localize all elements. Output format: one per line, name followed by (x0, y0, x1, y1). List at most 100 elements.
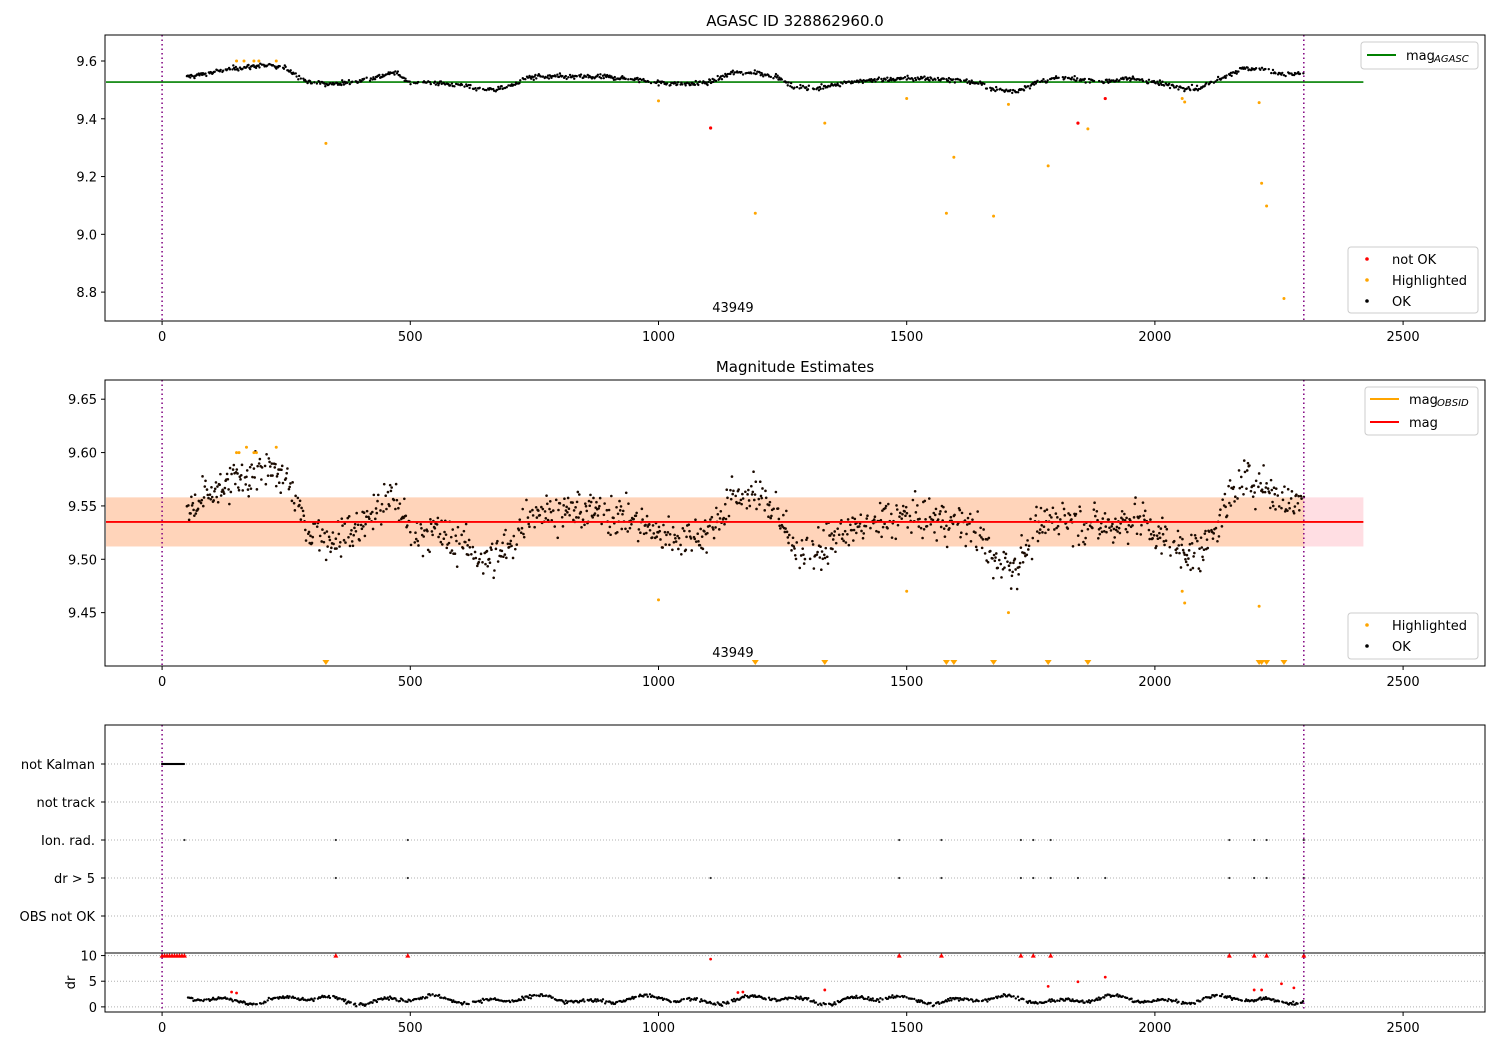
ok-point (822, 553, 826, 557)
ok-point (671, 525, 675, 529)
ok-point (327, 535, 331, 539)
ok-point (512, 83, 515, 87)
ok-point (351, 80, 354, 83)
ok-point (1297, 494, 1300, 498)
dr-capped-marker (1301, 953, 1307, 958)
ok-point (1270, 488, 1274, 492)
dr-red-point (235, 991, 238, 995)
ok-point (1000, 576, 1003, 579)
ok-point (371, 510, 374, 514)
dr-point (876, 998, 880, 1001)
ok-point (583, 502, 587, 505)
ok-point (346, 516, 350, 520)
ok-point (679, 543, 682, 547)
ok-point (388, 483, 392, 487)
ok-point (869, 526, 872, 530)
ok-point (1020, 533, 1023, 537)
ok-point (1158, 79, 1162, 82)
ok-point (864, 524, 868, 528)
ok-point (757, 497, 761, 501)
y-tick-label: 9.4 (76, 113, 97, 128)
ok-point (685, 535, 688, 539)
dr-point (963, 997, 966, 1000)
ok-point (353, 522, 357, 526)
ok-point (688, 529, 691, 533)
dr-point (1022, 997, 1025, 1001)
ok-point (826, 562, 830, 565)
ok-point (585, 509, 589, 513)
ok-point (1050, 77, 1054, 80)
ok-point (649, 81, 653, 85)
ok-point (1077, 543, 1081, 547)
ok-point (373, 517, 377, 521)
dr-point (833, 1001, 836, 1004)
ok-point (222, 492, 226, 495)
ok-point (378, 73, 381, 77)
ok-point (951, 522, 955, 526)
ok-point (363, 534, 367, 538)
y-tick-label: 9.50 (68, 553, 97, 568)
ok-point (1023, 552, 1026, 555)
dr-point (434, 994, 438, 997)
flag-point (1265, 838, 1268, 842)
ok-point (543, 510, 547, 513)
ok-point (799, 554, 803, 557)
ok-point (830, 532, 834, 535)
ok-point (738, 501, 741, 505)
ok-point (447, 541, 451, 545)
ok-point (321, 528, 324, 531)
ok-point (431, 533, 434, 537)
ok-point (535, 77, 538, 80)
ok-point (1148, 537, 1151, 541)
ok-point (439, 80, 443, 83)
dr-point (421, 995, 424, 999)
dr-point (905, 996, 908, 999)
ok-point (807, 84, 811, 87)
dr-point (1199, 1000, 1202, 1003)
ok-point (275, 475, 279, 478)
x-tick-label: 500 (398, 1021, 423, 1036)
ok-point (1007, 564, 1011, 567)
ok-point (192, 508, 195, 512)
dr-point (631, 995, 634, 999)
y-tick-label: 9.2 (76, 171, 97, 186)
ok-point (1185, 87, 1189, 90)
ok-point (703, 530, 706, 533)
ok-point (1096, 518, 1099, 522)
ok-point (951, 78, 955, 81)
ok-point (294, 494, 297, 498)
ok-point (227, 488, 230, 491)
ok-point (1014, 568, 1017, 571)
ok-point (368, 517, 371, 521)
ok-point (850, 528, 854, 532)
ok-point (308, 80, 312, 83)
ok-point (983, 82, 986, 86)
ok-point (1227, 484, 1230, 488)
ok-point (513, 547, 517, 551)
ok-point (248, 484, 251, 487)
ok-point (1161, 532, 1165, 536)
ok-point (720, 78, 724, 81)
ok-point (537, 509, 540, 512)
flag-point (1032, 838, 1035, 842)
ok-point (694, 518, 697, 522)
ok-point (477, 560, 481, 564)
ok-point (932, 511, 936, 515)
dr-point (814, 1001, 818, 1004)
ok-point (758, 480, 762, 484)
ok-point (478, 557, 481, 561)
ok-point (578, 493, 581, 496)
ok-point (1125, 516, 1128, 520)
dr-point (1083, 1001, 1086, 1004)
ok-point (1286, 487, 1290, 491)
ok-point (996, 566, 1000, 570)
ok-point (310, 541, 314, 545)
dr-point (1028, 999, 1032, 1003)
ok-point (1253, 491, 1256, 494)
ok-point (851, 81, 854, 85)
ok-point (541, 507, 545, 511)
ok-point (215, 495, 218, 499)
ok-point (445, 546, 449, 550)
ok-point (201, 475, 204, 478)
ok-point (799, 83, 802, 87)
